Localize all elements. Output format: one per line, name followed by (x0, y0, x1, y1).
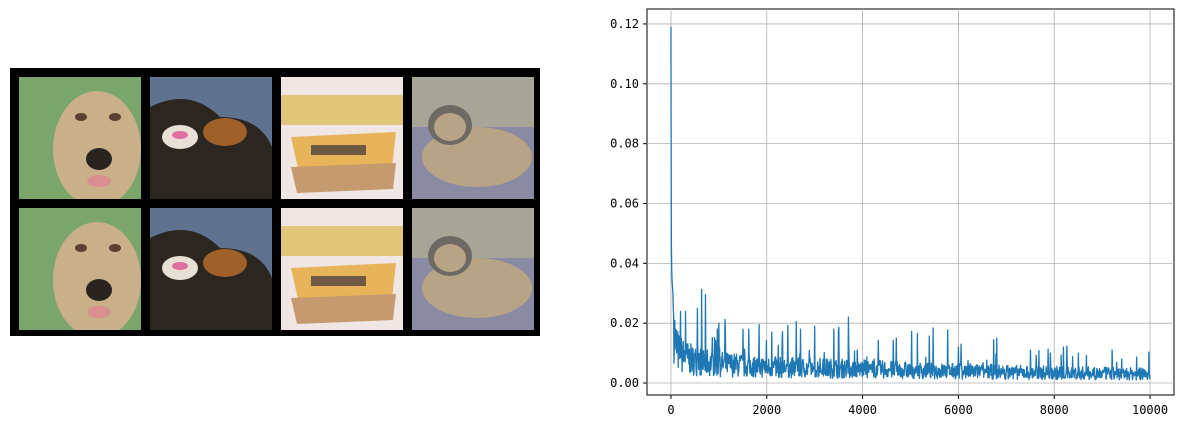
image-tile-boat (281, 208, 403, 330)
y-tick-label: 0.12 (610, 17, 639, 31)
y-tick-label: 0.06 (610, 196, 639, 210)
x-tick-label: 6000 (944, 403, 973, 417)
y-tick-label: 0.02 (610, 316, 639, 330)
image-tile-dog (19, 208, 141, 330)
y-tick-label: 0.10 (610, 77, 639, 91)
x-tick-label: 0 (667, 403, 674, 417)
y-tick-label: 0.00 (610, 376, 639, 390)
image-tile-cat (412, 77, 534, 199)
image-tile-dog (19, 77, 141, 199)
x-tick-label: 4000 (848, 403, 877, 417)
loss-series-line (670, 26, 1151, 381)
x-tick-label: 8000 (1040, 403, 1069, 417)
data-layer (670, 26, 1151, 381)
x-tick-label: 10000 (1132, 403, 1168, 417)
image-tile-cat (412, 208, 534, 330)
image-tile-cat (150, 77, 272, 199)
image-tile-boat (281, 77, 403, 199)
loss-line-chart: 0 2000 4000 6000 8000 10000 0.00 0.02 0.04 0.06 0.… (610, 8, 1175, 417)
image-grid (10, 68, 540, 336)
y-tick-label: 0.08 (610, 137, 639, 151)
y-tick-label: 0.04 (610, 256, 639, 270)
image-tile-cat (150, 208, 272, 330)
x-tick-label: 2000 (752, 403, 781, 417)
axes-ticks: 0 2000 4000 6000 8000 10000 0.00 0.02 0.04 0.06 0.… (610, 17, 1168, 417)
plot-frame (646, 8, 1175, 396)
